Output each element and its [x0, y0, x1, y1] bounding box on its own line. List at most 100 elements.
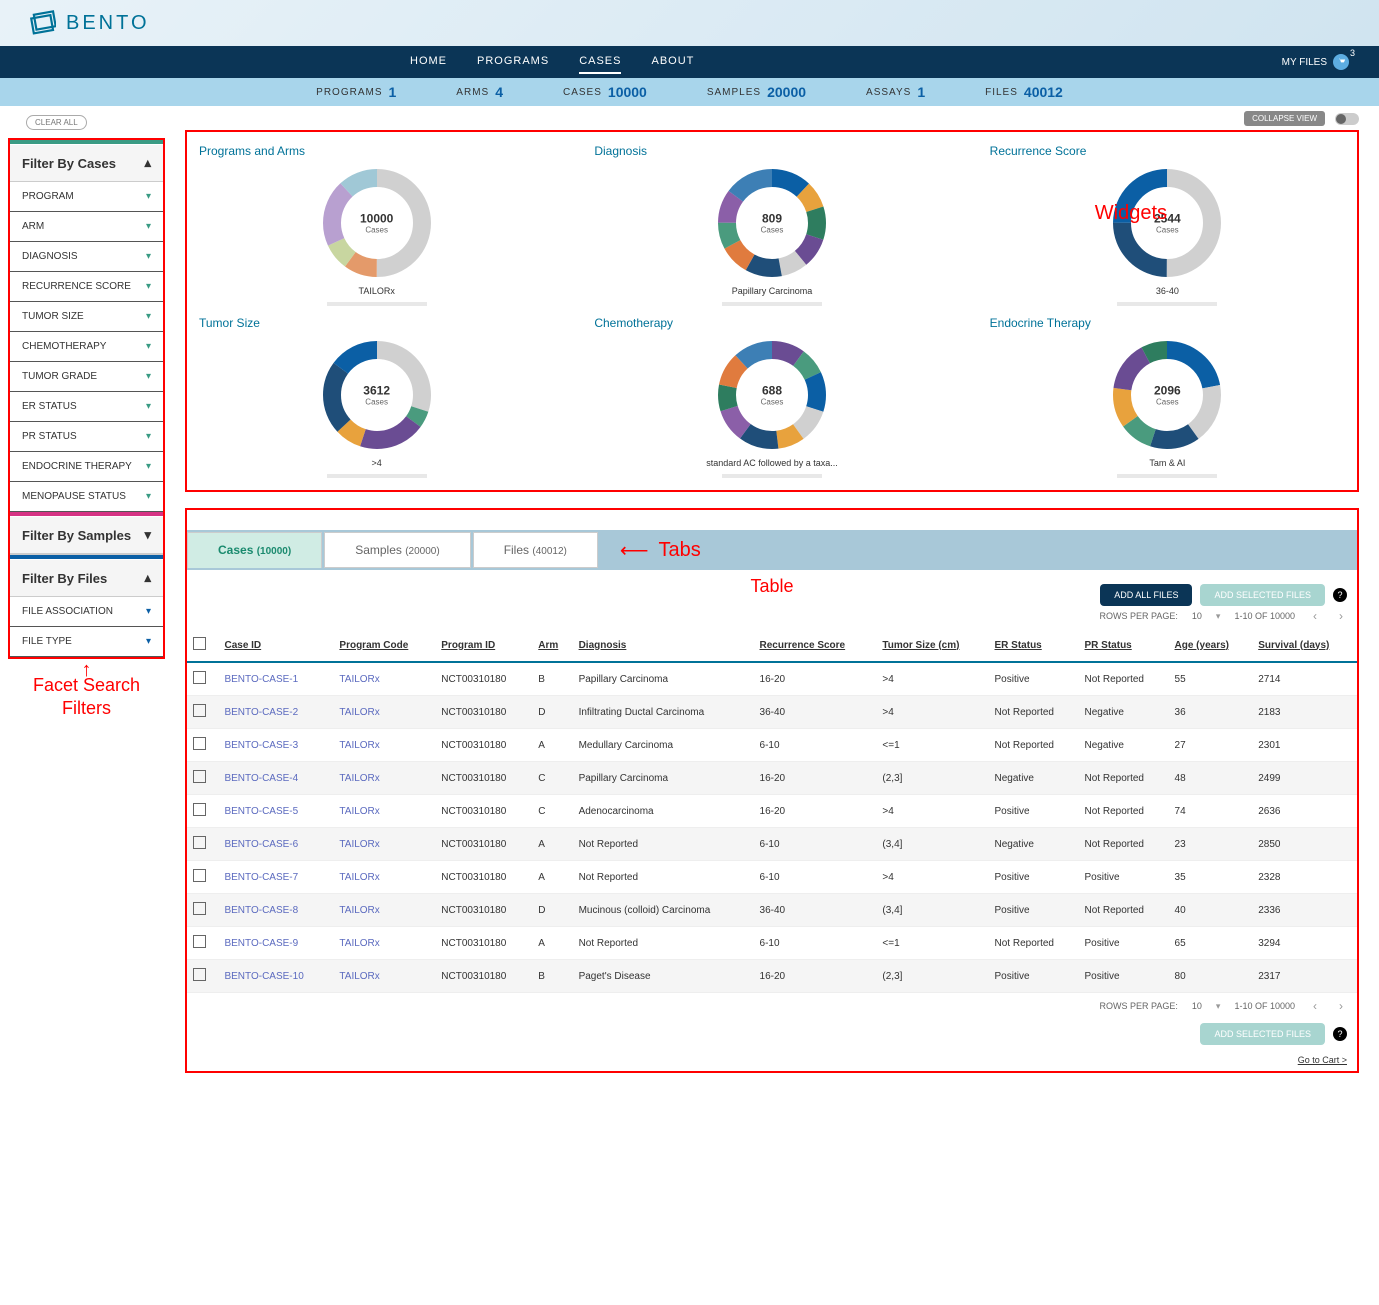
row-checkbox[interactable] — [193, 902, 206, 915]
cell[interactable]: TAILORx — [333, 729, 435, 762]
column-header[interactable]: Arm — [532, 629, 572, 662]
tab-files[interactable]: Files (40012) — [473, 532, 598, 568]
column-header[interactable]: Survival (days) — [1252, 629, 1357, 662]
rows-per-page-value[interactable]: 10 — [1192, 1001, 1202, 1011]
add-all-files-button[interactable]: ADD ALL FILES — [1100, 584, 1192, 606]
filter-item[interactable]: CHEMOTHERAPY▾ — [10, 332, 163, 362]
cell[interactable]: TAILORx — [333, 927, 435, 960]
clear-all-button[interactable]: CLEAR ALL — [26, 115, 87, 130]
filter-item[interactable]: FILE TYPE▾ — [10, 627, 163, 657]
add-selected-files-button[interactable]: ADD SELECTED FILES — [1200, 584, 1325, 606]
help-icon[interactable]: ? — [1333, 1027, 1347, 1041]
annotation-arrow-icon: ⟵ — [620, 538, 649, 563]
nav-programs[interactable]: PROGRAMS — [477, 50, 549, 74]
filter-item[interactable]: FILE ASSOCIATION▾ — [10, 597, 163, 627]
filter-item[interactable]: ARM▾ — [10, 212, 163, 242]
cell[interactable]: BENTO-CASE-8 — [218, 894, 333, 927]
nav-cases[interactable]: CASES — [579, 50, 621, 74]
widget-scrollbar[interactable] — [327, 302, 427, 306]
filter-item[interactable]: ENDOCRINE THERAPY▾ — [10, 452, 163, 482]
prev-page-button[interactable]: ‹ — [1309, 999, 1321, 1013]
cart-count: 3 — [1350, 48, 1355, 58]
filter-cases-header[interactable]: Filter By Cases▴ — [10, 144, 163, 182]
column-header[interactable]: ER Status — [989, 629, 1079, 662]
row-checkbox[interactable] — [193, 968, 206, 981]
filter-item[interactable]: RECURRENCE SCORE▾ — [10, 272, 163, 302]
collapse-view-button[interactable]: COLLAPSE VIEW — [1244, 111, 1325, 126]
cell[interactable]: TAILORx — [333, 762, 435, 795]
cell: C — [532, 762, 572, 795]
widget-scrollbar[interactable] — [1117, 474, 1217, 478]
filter-item[interactable]: DIAGNOSIS▾ — [10, 242, 163, 272]
cell: Negative — [989, 762, 1079, 795]
widget-scrollbar[interactable] — [1117, 302, 1217, 306]
tab-samples[interactable]: Samples (20000) — [324, 532, 471, 568]
help-icon[interactable]: ? — [1333, 588, 1347, 602]
filter-item[interactable]: PROGRAM▾ — [10, 182, 163, 212]
filter-samples-header[interactable]: Filter By Samples▾ — [10, 516, 163, 554]
row-checkbox[interactable] — [193, 935, 206, 948]
select-all-checkbox[interactable] — [193, 637, 206, 650]
filter-item[interactable]: TUMOR SIZE▾ — [10, 302, 163, 332]
row-checkbox[interactable] — [193, 704, 206, 717]
donut-count: 3612 — [363, 384, 390, 398]
column-header[interactable]: Program ID — [435, 629, 532, 662]
row-checkbox[interactable] — [193, 836, 206, 849]
caret-up-icon: ▴ — [144, 570, 151, 586]
cell: Negative — [1079, 696, 1169, 729]
column-header[interactable]: Age (years) — [1169, 629, 1253, 662]
filter-item[interactable]: PR STATUS▾ — [10, 422, 163, 452]
cell: Not Reported — [989, 696, 1079, 729]
cell[interactable]: BENTO-CASE-1 — [218, 662, 333, 696]
view-toggle[interactable] — [1335, 113, 1359, 125]
row-checkbox[interactable] — [193, 869, 206, 882]
filter-item[interactable]: TUMOR GRADE▾ — [10, 362, 163, 392]
column-header[interactable]: Diagnosis — [573, 629, 754, 662]
cell[interactable]: TAILORx — [333, 828, 435, 861]
cell[interactable]: TAILORx — [333, 662, 435, 696]
cell: Negative — [1079, 729, 1169, 762]
cell[interactable]: BENTO-CASE-4 — [218, 762, 333, 795]
cell[interactable]: BENTO-CASE-9 — [218, 927, 333, 960]
tab-cases[interactable]: Cases (10000) — [187, 532, 322, 568]
nav-home[interactable]: HOME — [410, 50, 447, 74]
filter-files-header[interactable]: Filter By Files▴ — [10, 559, 163, 597]
next-page-button[interactable]: › — [1335, 999, 1347, 1013]
add-selected-files-button-bottom[interactable]: ADD SELECTED FILES — [1200, 1023, 1325, 1045]
cell[interactable]: TAILORx — [333, 696, 435, 729]
column-header[interactable]: Tumor Size (cm) — [876, 629, 988, 662]
filter-item[interactable]: MENOPAUSE STATUS▾ — [10, 482, 163, 512]
cell[interactable]: TAILORx — [333, 960, 435, 993]
widget: Endocrine Therapy2096CasesTam & AI — [990, 316, 1345, 478]
cell[interactable]: BENTO-CASE-5 — [218, 795, 333, 828]
cell[interactable]: BENTO-CASE-10 — [218, 960, 333, 993]
cell[interactable]: BENTO-CASE-6 — [218, 828, 333, 861]
row-checkbox[interactable] — [193, 671, 206, 684]
cell[interactable]: TAILORx — [333, 894, 435, 927]
nav-about[interactable]: ABOUT — [651, 50, 694, 74]
logo[interactable]: BENTO — [30, 10, 150, 36]
cell[interactable]: BENTO-CASE-2 — [218, 696, 333, 729]
cell[interactable]: BENTO-CASE-3 — [218, 729, 333, 762]
cell: 6-10 — [754, 828, 877, 861]
table-row: BENTO-CASE-2TAILORxNCT00310180DInfiltrat… — [187, 696, 1357, 729]
my-files-link[interactable]: MY FILES 3 — [1282, 54, 1349, 70]
row-checkbox[interactable] — [193, 737, 206, 750]
column-header[interactable]: Recurrence Score — [754, 629, 877, 662]
filter-item[interactable]: ER STATUS▾ — [10, 392, 163, 422]
column-header[interactable]: Case ID — [218, 629, 333, 662]
dropdown-icon[interactable]: ▾ — [1216, 1001, 1221, 1012]
cell[interactable]: TAILORx — [333, 861, 435, 894]
column-header[interactable]: Program Code — [333, 629, 435, 662]
widget-scrollbar[interactable] — [327, 474, 427, 478]
cell: 16-20 — [754, 795, 877, 828]
row-checkbox[interactable] — [193, 803, 206, 816]
widget-scrollbar[interactable] — [722, 474, 822, 478]
cell[interactable]: BENTO-CASE-7 — [218, 861, 333, 894]
cell[interactable]: TAILORx — [333, 795, 435, 828]
go-to-cart-link[interactable]: Go to Cart > — [187, 1049, 1357, 1071]
column-header[interactable]: PR Status — [1079, 629, 1169, 662]
row-checkbox[interactable] — [193, 770, 206, 783]
stat-assays-val: 1 — [917, 84, 925, 100]
widget-scrollbar[interactable] — [722, 302, 822, 306]
